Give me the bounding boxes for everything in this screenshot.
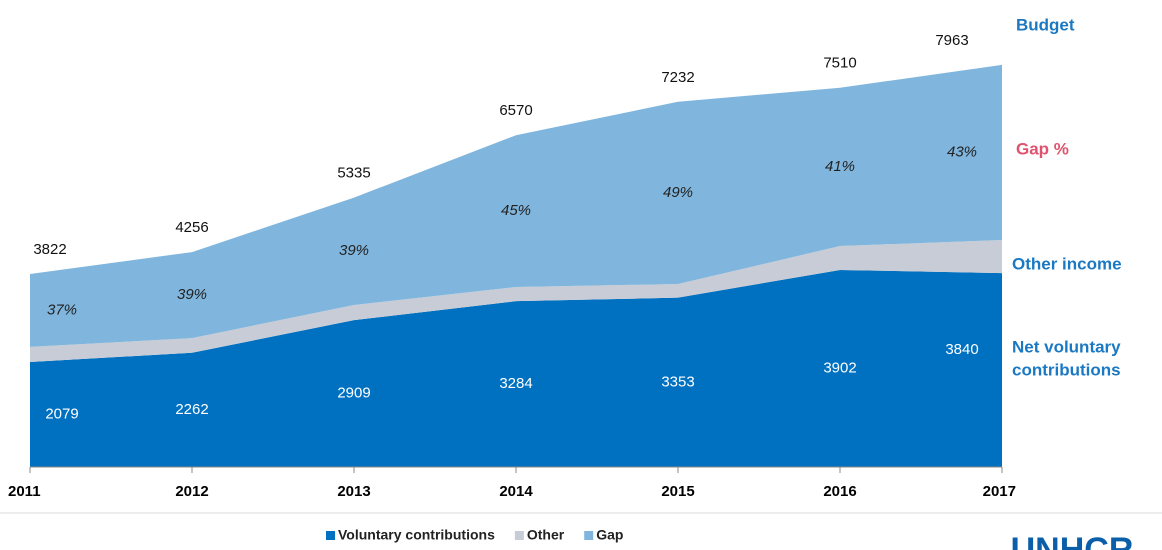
gap-pct: 39% xyxy=(177,286,207,303)
total-label: 3822 xyxy=(33,241,66,258)
gap-pct: 45% xyxy=(501,202,531,219)
x-tick-label: 2014 xyxy=(499,483,533,500)
x-tick-label: 2017 xyxy=(983,483,1016,500)
legend-label: Gap xyxy=(596,527,623,543)
legend-swatch xyxy=(584,531,594,540)
legend-label: Other xyxy=(527,527,565,543)
total-label: 7510 xyxy=(823,55,856,72)
x-tick-label: 2011 xyxy=(8,483,41,500)
total-label: 7232 xyxy=(661,69,694,86)
value-label: 2909 xyxy=(337,385,370,402)
total-label: 7963 xyxy=(935,32,968,49)
area xyxy=(30,64,1002,347)
gap-pct: 49% xyxy=(663,184,693,201)
x-tick-label: 2016 xyxy=(823,483,856,500)
gap-pct: 37% xyxy=(47,301,77,318)
other-income-label: Other income xyxy=(1012,254,1122,273)
x-tick-label: 2012 xyxy=(175,483,208,500)
area xyxy=(30,269,1002,467)
value-label: 3840 xyxy=(945,341,978,358)
legend-label: Voluntary contributions xyxy=(338,527,495,543)
area xyxy=(30,240,1002,363)
gap-pct: 43% xyxy=(947,143,977,160)
value-label: 3284 xyxy=(499,375,532,392)
x-tick-label: 2013 xyxy=(337,483,370,500)
gap-pct: 41% xyxy=(825,158,855,175)
x-tick-label: 2015 xyxy=(661,483,694,500)
value-label: 3353 xyxy=(661,373,694,390)
logo: UNHCR xyxy=(1011,531,1134,550)
total-label: 6570 xyxy=(499,102,532,119)
value-label: 2079 xyxy=(45,405,78,422)
net-voluntary-label: contributions xyxy=(1012,360,1121,379)
total-label: 5335 xyxy=(337,165,370,182)
budget-label: Budget xyxy=(1016,15,1075,34)
value-label: 2262 xyxy=(175,401,208,418)
gap-pct: 39% xyxy=(339,242,369,259)
plot: 2011 2012 2013 2014 2015 2016 2017 2079 2262 2909… xyxy=(8,32,1016,543)
total-label: 4256 xyxy=(175,219,208,236)
legend-swatch xyxy=(514,531,524,540)
net-voluntary-label: Net voluntary xyxy=(1012,337,1121,356)
gap-pct-label: Gap % xyxy=(1016,139,1069,158)
value-label: 3902 xyxy=(823,359,856,376)
legend-swatch xyxy=(326,531,335,540)
